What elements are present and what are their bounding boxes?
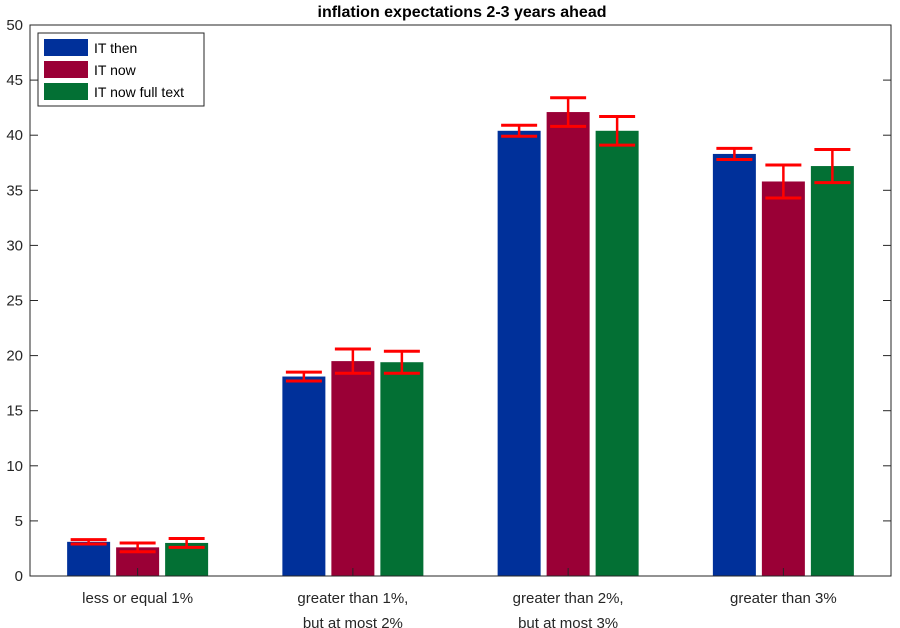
bar-it-now-1 [331, 361, 375, 576]
bar-it-now-2 [546, 112, 590, 577]
bars-group [67, 112, 854, 577]
x-tick-label: greater than 2%, but at most 3% [513, 590, 624, 628]
legend-label: IT then [94, 40, 137, 56]
error-bar [70, 538, 107, 546]
bar-it-now-3 [761, 181, 805, 576]
plot-background [30, 25, 891, 576]
y-tick-label: 0 [15, 568, 23, 585]
y-tick-label: 20 [6, 348, 23, 365]
bar-it-now-full-text-2 [595, 130, 639, 577]
x-tick-label: greater than 3% [730, 590, 837, 607]
y-tick-label: 50 [6, 17, 23, 34]
error-bar [168, 537, 205, 549]
bar-it-then-2 [497, 130, 541, 577]
y-tick-label: 10 [6, 458, 23, 475]
legend-label: IT now full text [94, 84, 184, 100]
error-bar [119, 541, 156, 554]
error-bar [383, 349, 420, 375]
error-bar [285, 370, 322, 383]
y-tick-label: 15 [6, 403, 23, 420]
x-tick-label: greater than 1%, but at most 2% [297, 590, 408, 628]
error-bar [501, 123, 538, 138]
legend-label: IT now [94, 62, 137, 78]
legend-swatch [44, 61, 88, 78]
bar-it-then-0 [67, 541, 111, 576]
chart-title: inflation expectations 2-3 years ahead [318, 4, 607, 21]
y-tick-label: 30 [6, 237, 23, 254]
plot-area [30, 25, 891, 576]
y-tick-label: 45 [6, 72, 23, 89]
bar-it-then-3 [712, 153, 756, 576]
error-bars-group [70, 96, 851, 554]
error-bar [765, 163, 802, 200]
error-bar [716, 146, 753, 161]
x-tick-label: less or equal 1% [82, 590, 193, 607]
error-bar [334, 347, 371, 375]
bar-it-then-1 [282, 376, 326, 576]
y-tick-label: 40 [6, 127, 23, 144]
legend-swatch [44, 39, 88, 56]
legend: IT then IT now IT now full text [37, 32, 205, 107]
y-tick-label: 25 [6, 293, 23, 310]
error-bar [599, 114, 636, 147]
legend-swatch [44, 83, 88, 100]
error-bar [550, 96, 587, 128]
error-bar [814, 148, 851, 185]
y-tick-label: 35 [6, 182, 23, 199]
bar-it-now-full-text-1 [380, 362, 424, 576]
bar-it-now-full-text-3 [810, 166, 854, 576]
y-tick-label: 5 [15, 513, 23, 530]
axes-group: 0 5 10 15 20 25 30 35 40 45 50 less or equal 1% grea… [6, 17, 892, 628]
